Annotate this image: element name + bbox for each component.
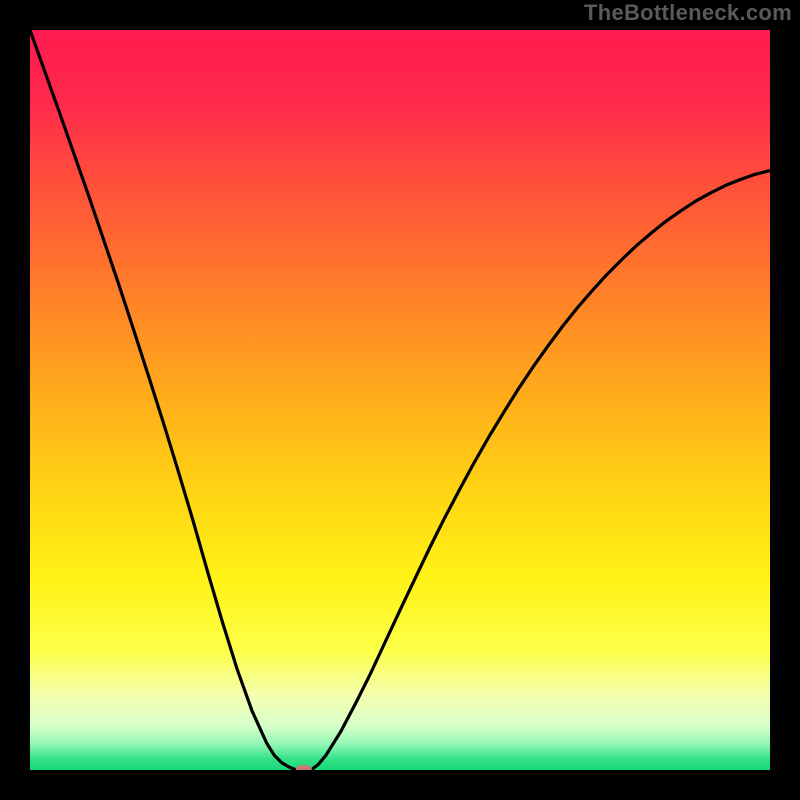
watermark-text: TheBottleneck.com xyxy=(584,0,792,26)
chart-stage: TheBottleneck.com xyxy=(0,0,800,800)
plot-area xyxy=(30,30,770,775)
gradient-background xyxy=(30,30,770,770)
bottleneck-chart-svg xyxy=(0,0,800,800)
